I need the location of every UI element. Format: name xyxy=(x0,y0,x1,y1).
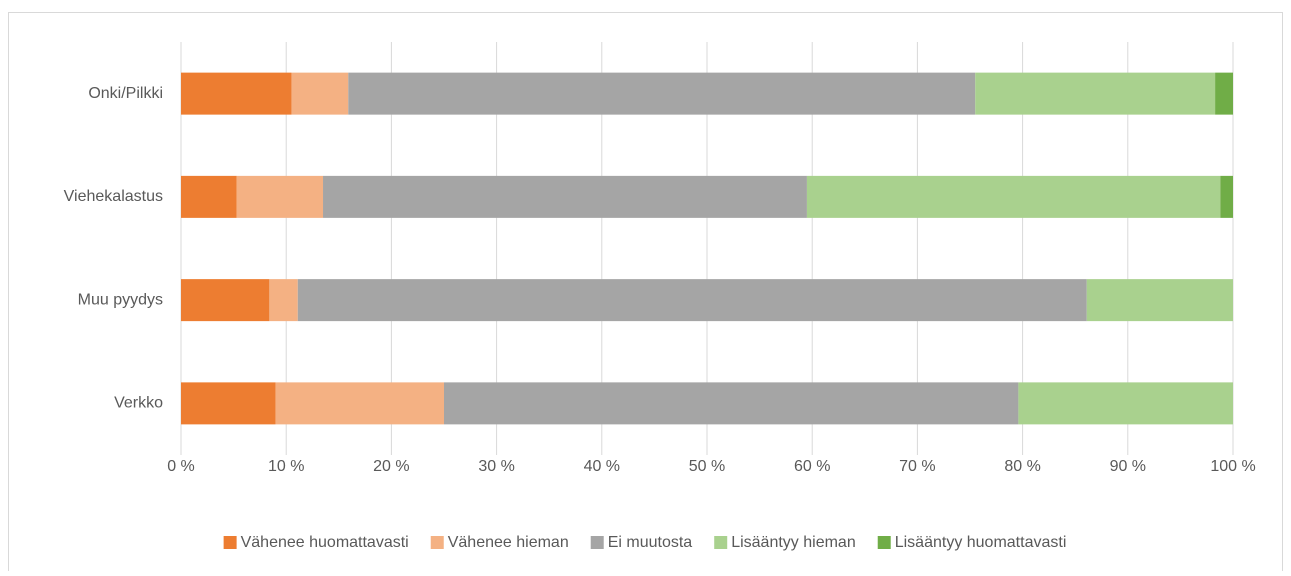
bar-segment xyxy=(806,175,1221,218)
legend-swatch xyxy=(714,536,728,549)
bar-segment xyxy=(1086,279,1233,322)
x-tick-label: 0 % xyxy=(167,458,195,475)
bar-segment xyxy=(348,72,976,115)
bar-segment xyxy=(236,175,324,218)
legend-label: Lisääntyy hieman xyxy=(731,534,856,551)
bar-segment xyxy=(181,279,270,322)
bar-segment xyxy=(275,382,444,425)
x-tick-label: 70 % xyxy=(899,458,935,475)
x-tick-label: 30 % xyxy=(478,458,514,475)
legend-swatch xyxy=(430,536,444,549)
legend-label: Lisääntyy huomattavasti xyxy=(895,534,1067,551)
x-tick-label: 100 % xyxy=(1210,458,1255,475)
legend-label: Vähenee huomattavasti xyxy=(241,534,409,551)
y-tick-label: Onki/Pilkki xyxy=(88,85,163,102)
legend-swatch xyxy=(223,536,237,549)
bar-segment xyxy=(297,279,1087,322)
bar-segment xyxy=(181,175,237,218)
y-tick-label: Verkko xyxy=(114,395,163,412)
x-tick-label: 80 % xyxy=(1004,458,1040,475)
bar-segment xyxy=(181,382,276,425)
x-tick-label: 10 % xyxy=(268,458,304,475)
y-tick-label: Muu pyydys xyxy=(78,291,163,308)
x-tick-label: 50 % xyxy=(689,458,725,475)
bar-segment xyxy=(291,72,349,115)
x-tick-label: 40 % xyxy=(584,458,620,475)
bar-segment xyxy=(181,72,292,115)
legend-label: Ei muutosta xyxy=(608,534,693,551)
bar-segment xyxy=(975,72,1216,115)
bar-segment xyxy=(269,279,298,322)
x-tick-label: 20 % xyxy=(373,458,409,475)
bar-segment xyxy=(444,382,1019,425)
legend-label: Vähenee hieman xyxy=(448,534,569,551)
bar-segment xyxy=(1220,175,1233,218)
x-tick-label: 90 % xyxy=(1110,458,1146,475)
x-tick-label: 60 % xyxy=(794,458,830,475)
bar-segment xyxy=(1018,382,1233,425)
bar-segment xyxy=(1215,72,1233,115)
legend-swatch xyxy=(877,536,891,549)
bar-segment xyxy=(323,175,807,218)
y-tick-label: Viehekalastus xyxy=(64,188,163,205)
legend-swatch xyxy=(590,536,604,549)
